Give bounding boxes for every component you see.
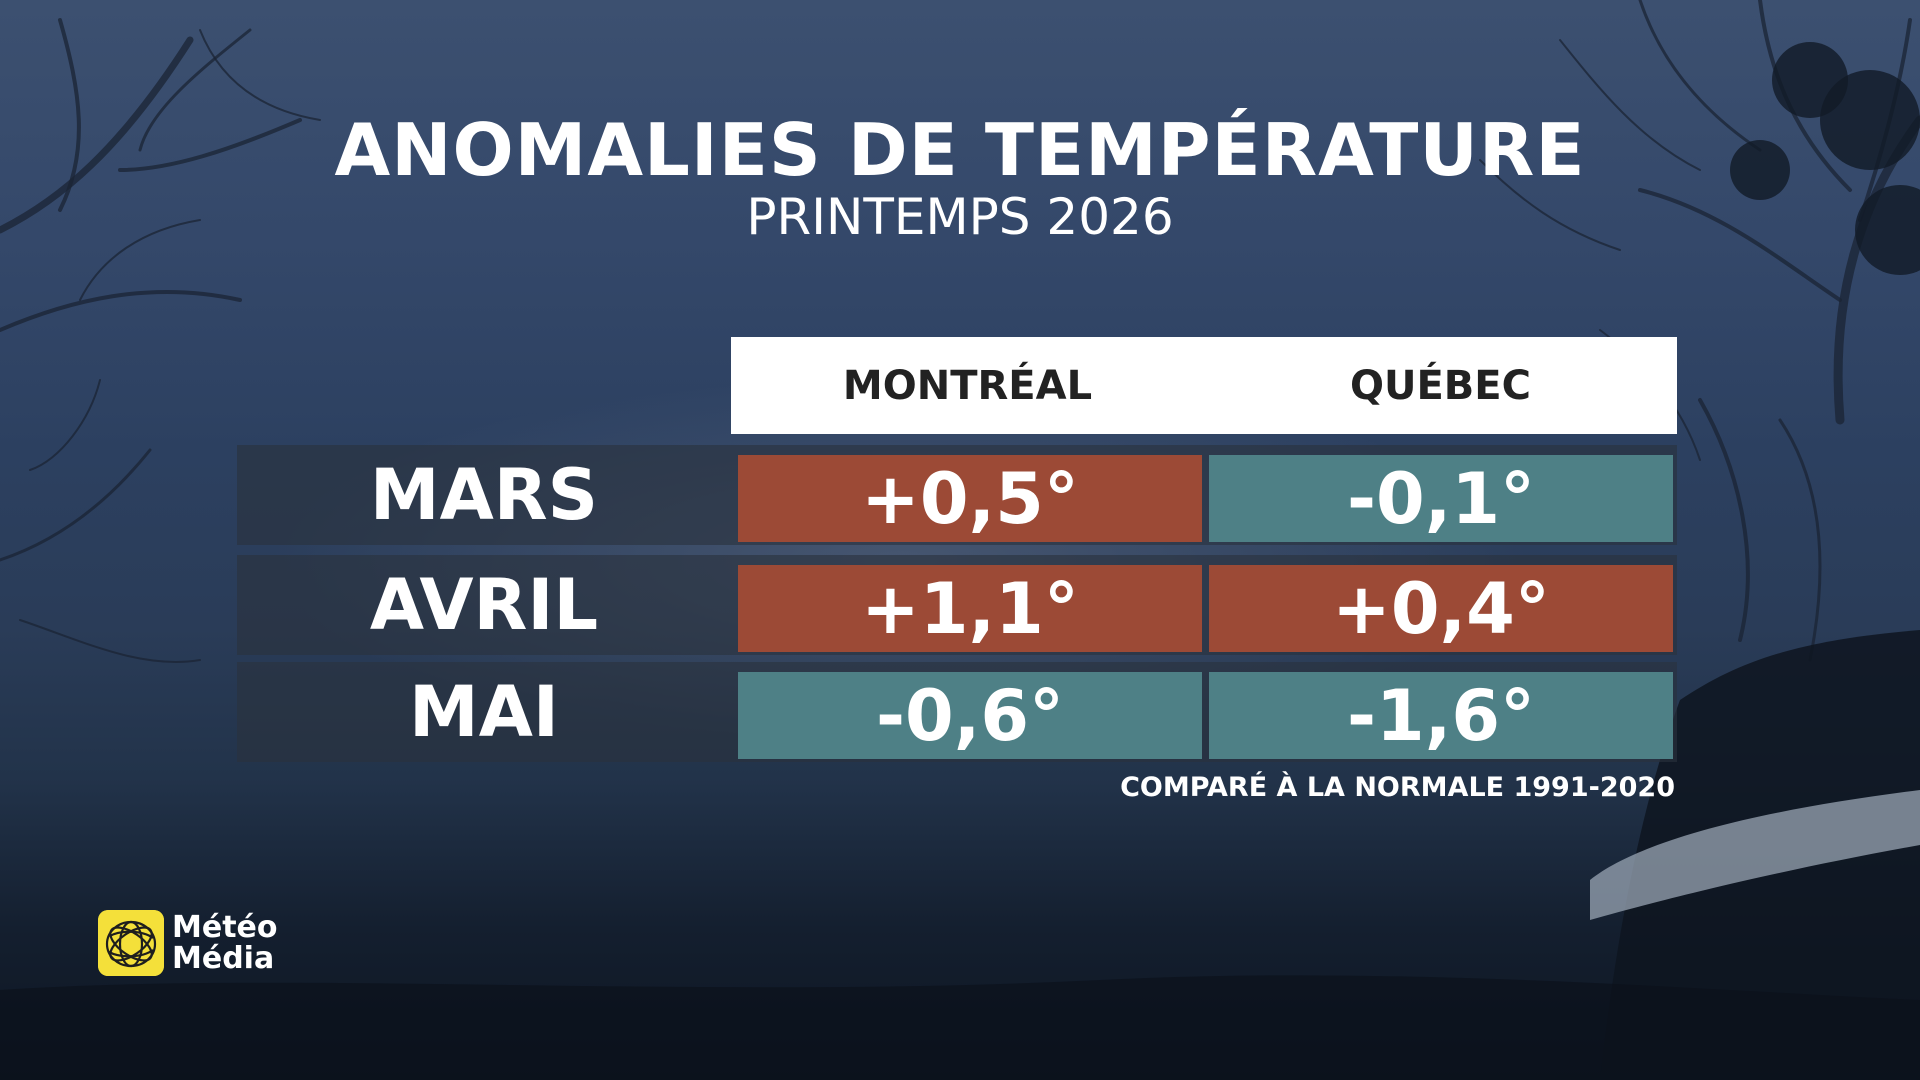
table-header: MONTRÉAL QUÉBEC <box>731 337 1677 434</box>
anomaly-cell-montreal: +1,1° <box>738 565 1202 652</box>
anomaly-cell-montreal: +0,5° <box>738 455 1202 542</box>
table-row-mars: MARS +0,5° -0,1° <box>237 445 1677 545</box>
table-row-avril: AVRIL +1,1° +0,4° <box>237 555 1677 655</box>
column-header-quebec: QUÉBEC <box>1350 362 1531 409</box>
logo-wordmark: Météo Média <box>172 912 278 974</box>
anomaly-cell-quebec: -0,1° <box>1209 455 1673 542</box>
anomaly-cell-quebec: -1,6° <box>1209 672 1673 759</box>
anomaly-cell-quebec: +0,4° <box>1209 565 1673 652</box>
column-header-montreal: MONTRÉAL <box>842 362 1093 409</box>
page-subtitle: PRINTEMPS 2026 <box>746 188 1174 246</box>
table-row-mai: MAI -0,6° -1,6° <box>237 662 1677 762</box>
row-label-month: MARS <box>369 454 599 536</box>
anomaly-cell-montreal: -0,6° <box>738 672 1202 759</box>
logo-line-1: Météo <box>172 910 278 945</box>
logo-line-2: Média <box>172 941 275 976</box>
row-label-month: AVRIL <box>369 564 599 646</box>
meteomedia-globe-icon <box>98 910 164 976</box>
page-title: ANOMALIES DE TEMPÉRATURE <box>334 108 1586 192</box>
baseline-footnote: COMPARÉ À LA NORMALE 1991-2020 <box>1120 772 1675 803</box>
meteomedia-logo: Météo Média <box>98 910 278 976</box>
row-label-month: MAI <box>409 671 559 753</box>
